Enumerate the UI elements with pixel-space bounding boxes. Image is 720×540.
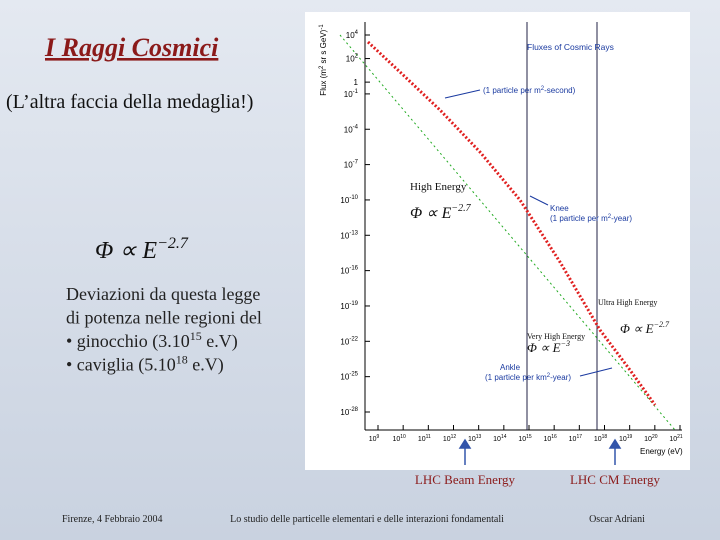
y-tick-label: 10-19 (340, 301, 358, 311)
footer-left: Firenze, 4 Febbraio 2004 (62, 514, 163, 525)
y-tick-label: 1 (354, 78, 359, 87)
ankle-title: Ankle (500, 363, 521, 372)
body-line: • caviglia (5.1018 e.V) (66, 353, 224, 376)
footer-center: Lo studio delle particelle elementari e … (230, 514, 504, 525)
x-tick-label: 1010 (392, 434, 406, 443)
y-tick-label: 10-25 (340, 372, 358, 382)
y-tick-label: 10-22 (340, 336, 358, 346)
slide-title: I Raggi Cosmici (44, 33, 219, 62)
x-tick-label: 1018 (594, 434, 608, 443)
y-tick-label: 10-4 (344, 124, 359, 134)
x-tick-label: 1014 (493, 434, 507, 443)
x-tick-label: 1019 (619, 434, 633, 443)
plot-title: Fluxes of Cosmic Rays (527, 42, 614, 52)
body-line: • ginocchio (3.1015 e.V) (66, 329, 238, 352)
flux-points (366, 40, 657, 406)
y-tick-label: 10-28 (340, 407, 358, 417)
very-high-energy-label: Very High Energy (527, 332, 585, 341)
y-tick-label: 10-10 (340, 195, 358, 205)
arrow (444, 89, 481, 99)
formula-high: Φ ∝ E−2.7 (410, 203, 472, 222)
x-tick-label: 1012 (443, 434, 457, 443)
x-tick-label: 1017 (569, 434, 583, 443)
knee-title: Knee (550, 204, 569, 213)
y-tick-label: 102 (346, 54, 359, 64)
plot: Fluxes of Cosmic Rays Flux (m2 sr s GeV)… (319, 22, 683, 456)
x-tick-label: 1016 (543, 434, 557, 443)
ankle-note: (1 particle per km2-year) (485, 373, 571, 382)
formula-very-high: Φ ∝ E−3 (527, 339, 570, 355)
x-tick-label: 109 (369, 434, 380, 443)
footer-right: Oscar Adriani (589, 514, 645, 525)
x-axis-label: Energy (eV) (640, 447, 683, 456)
body-text: Deviazioni da questa legge di potenza nel… (66, 284, 262, 376)
arrow (529, 195, 549, 206)
x-tick-label: 1015 (518, 434, 532, 443)
plot-panel (305, 12, 690, 470)
lhc-beam-label: LHC Beam Energy (415, 472, 516, 487)
lhc-arrows (458, 438, 622, 465)
y-axis-label: Flux (m2 sr s GeV)-1 (319, 24, 328, 96)
x-tick-label: 1020 (644, 434, 658, 443)
y-tick-label: 10-16 (340, 266, 358, 276)
formula: Φ ∝ E−2.7 (95, 235, 189, 264)
body-line: Deviazioni da questa legge (66, 284, 260, 304)
y-tick-label: 104 (346, 30, 359, 40)
y-tick-label: 10-13 (340, 230, 358, 240)
per-second-note: (1 particle per m2-second) (483, 86, 576, 95)
y-tick-label: 10-1 (344, 89, 359, 99)
x-tick-label: 1013 (468, 434, 482, 443)
lhc-cm-label: LHC CM Energy (570, 472, 661, 487)
body-line: di potenza nelle regioni del (66, 308, 262, 328)
x-tick-label: 1021 (669, 434, 683, 443)
arrow (579, 367, 613, 377)
x-tick-label: 1011 (418, 434, 431, 443)
y-tick-label: 10-7 (344, 160, 359, 170)
subtitle: (L’altra faccia della medaglia!) (6, 91, 253, 113)
high-energy-label: High Energy (410, 181, 467, 193)
knee-note: (1 particle per m2-year) (550, 214, 632, 223)
ultra-high-energy-label: Ultra High Energy (598, 298, 657, 307)
formula-ultra-high: Φ ∝ E−2.7 (620, 320, 670, 336)
power-law-line (339, 34, 676, 431)
